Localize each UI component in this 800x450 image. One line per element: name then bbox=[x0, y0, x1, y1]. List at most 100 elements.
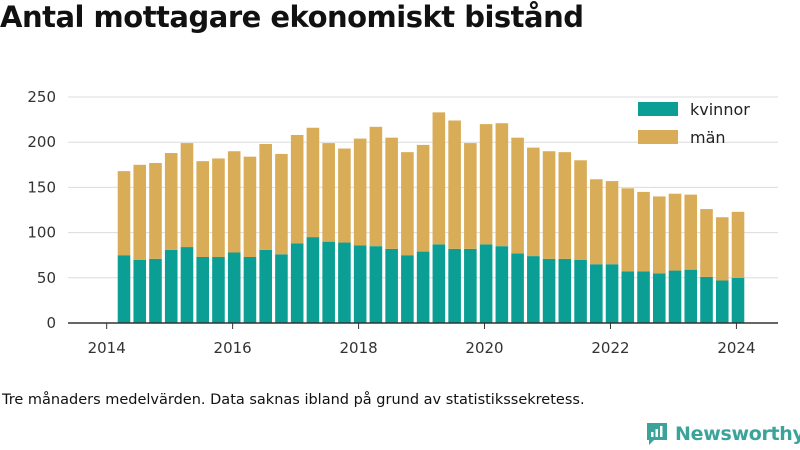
bar-kvinnor bbox=[715, 280, 729, 323]
bars bbox=[117, 112, 745, 323]
legend-swatch-man bbox=[638, 130, 678, 144]
bar-kvinnor bbox=[668, 270, 682, 323]
legend-label: kvinnor bbox=[690, 100, 750, 119]
y-axis-ticks: 0 50 100 150 200 250 bbox=[27, 88, 56, 332]
bar-man bbox=[715, 217, 729, 281]
bar-man bbox=[117, 171, 131, 256]
bar-kvinnor bbox=[432, 244, 446, 323]
bar-man bbox=[668, 193, 682, 271]
bar-kvinnor bbox=[558, 258, 572, 323]
bar-man bbox=[731, 211, 745, 278]
x-tick-label: 2024 bbox=[717, 339, 755, 357]
y-tick-label: 150 bbox=[27, 178, 56, 196]
bar-man bbox=[243, 156, 257, 257]
bar-man bbox=[495, 123, 509, 247]
bar-man bbox=[416, 144, 430, 252]
bar-kvinnor bbox=[385, 248, 398, 323]
x-tick-label: 2014 bbox=[88, 339, 126, 357]
legend-swatch-kvinnor bbox=[638, 102, 678, 116]
bar-man bbox=[338, 148, 351, 243]
bar-kvinnor bbox=[369, 246, 383, 323]
chart-title: Antal mottagare ekonomiskt bistånd bbox=[0, 0, 584, 34]
newsworthy-logo-icon bbox=[647, 423, 667, 445]
bar-kvinnor bbox=[464, 248, 477, 323]
bar-kvinnor bbox=[527, 256, 540, 323]
bar-kvinnor bbox=[511, 253, 524, 323]
bar-kvinnor bbox=[353, 245, 367, 323]
bar-kvinnor bbox=[574, 259, 587, 323]
bar-man bbox=[259, 144, 272, 250]
bar-kvinnor bbox=[731, 277, 745, 323]
bar-man bbox=[212, 158, 225, 258]
bar-kvinnor bbox=[590, 264, 603, 323]
x-tick-label: 2020 bbox=[465, 339, 503, 357]
bar-kvinnor bbox=[212, 257, 225, 323]
bar-kvinnor bbox=[542, 258, 556, 323]
brand-name: Newsworthy bbox=[675, 423, 800, 445]
bar-man bbox=[448, 120, 461, 249]
bar-kvinnor bbox=[621, 271, 635, 323]
bar-kvinnor bbox=[637, 271, 650, 323]
y-tick-label: 50 bbox=[37, 269, 56, 287]
bar-kvinnor bbox=[275, 254, 288, 323]
bar-kvinnor bbox=[401, 255, 414, 323]
bar-man bbox=[196, 161, 210, 257]
bar-man bbox=[432, 112, 446, 245]
bar-man bbox=[401, 152, 414, 256]
bar-kvinnor bbox=[700, 276, 713, 323]
y-tick-label: 200 bbox=[27, 133, 56, 151]
bar-man bbox=[149, 162, 162, 259]
bar-kvinnor bbox=[684, 269, 698, 323]
bar-man bbox=[684, 194, 698, 270]
bar-man bbox=[322, 143, 335, 242]
bar-kvinnor bbox=[180, 247, 194, 323]
bar-man bbox=[353, 138, 367, 246]
bar-kvinnor bbox=[322, 241, 335, 323]
bar-kvinnor bbox=[605, 264, 619, 323]
bar-man bbox=[369, 126, 383, 247]
bar-kvinnor bbox=[149, 258, 162, 323]
legend-label: män bbox=[690, 128, 726, 147]
bar-man bbox=[527, 147, 540, 257]
bar-kvinnor bbox=[479, 244, 493, 323]
y-tick-label: 250 bbox=[27, 88, 56, 106]
brand[interactable]: Newsworthy bbox=[645, 421, 800, 447]
bar-kvinnor bbox=[133, 259, 147, 323]
bar-man bbox=[652, 196, 666, 274]
bar-kvinnor bbox=[290, 243, 304, 323]
bar-man bbox=[479, 124, 493, 245]
bar-kvinnor bbox=[259, 249, 272, 323]
bar-man bbox=[621, 188, 635, 272]
bar-man bbox=[590, 179, 603, 265]
y-tick-label: 100 bbox=[27, 224, 56, 242]
bar-man bbox=[542, 151, 556, 259]
bar-man bbox=[290, 134, 304, 244]
bar-man bbox=[637, 191, 650, 272]
bar-kvinnor bbox=[164, 249, 178, 323]
bar-man bbox=[164, 153, 178, 250]
bar-man bbox=[385, 137, 398, 249]
bar-man bbox=[574, 160, 587, 260]
footnote: Tre månaders medelvärden. Data saknas ib… bbox=[2, 392, 585, 408]
bar-man bbox=[605, 181, 619, 265]
x-tick-label: 2016 bbox=[214, 339, 252, 357]
bar-man bbox=[464, 143, 477, 249]
bar-man bbox=[511, 137, 524, 254]
bar-kvinnor bbox=[227, 252, 241, 323]
bar-kvinnor bbox=[117, 255, 131, 323]
bar-kvinnor bbox=[338, 242, 351, 323]
y-tick-label: 0 bbox=[46, 314, 56, 332]
bar-kvinnor bbox=[495, 246, 509, 323]
bar-man bbox=[227, 151, 241, 253]
x-tick-label: 2022 bbox=[591, 339, 629, 357]
bar-kvinnor bbox=[243, 257, 257, 323]
bar-man bbox=[275, 153, 288, 255]
x-tick-label: 2018 bbox=[339, 339, 377, 357]
bar-man bbox=[180, 143, 194, 248]
bar-kvinnor bbox=[196, 257, 210, 323]
bar-man bbox=[133, 164, 147, 260]
legend: kvinnor män bbox=[638, 100, 750, 147]
bar-man bbox=[306, 127, 320, 238]
x-axis-ticks: 2014 2016 2018 2020 2022 2024 bbox=[88, 323, 756, 357]
